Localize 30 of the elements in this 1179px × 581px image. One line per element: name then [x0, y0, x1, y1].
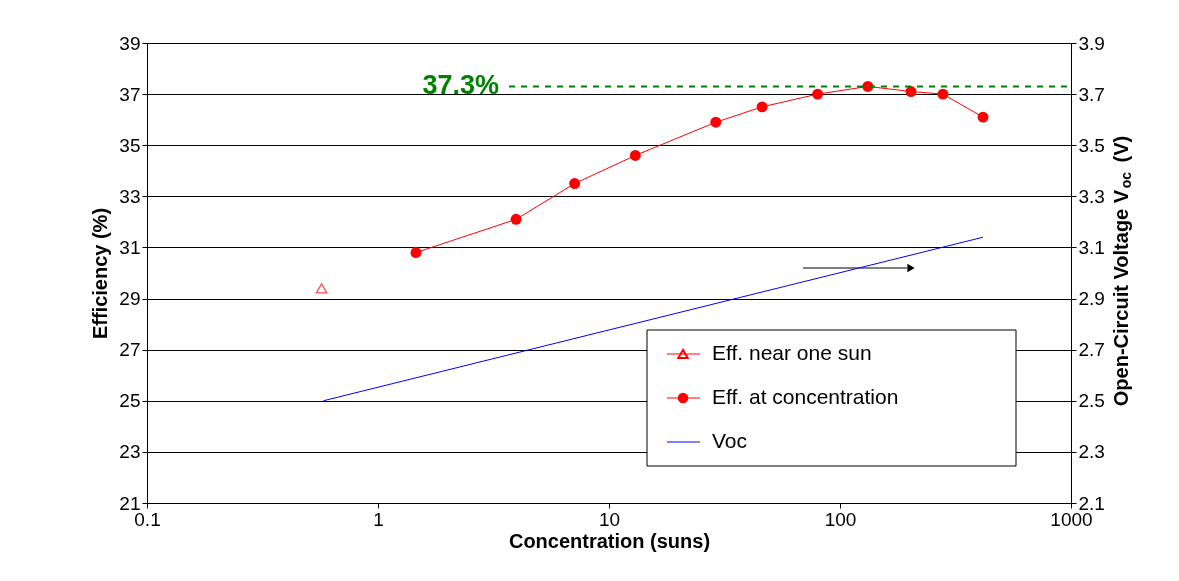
y2-axis-title: Open-Circuit Voltage Voc (V) [1110, 135, 1134, 407]
y2-tick-label: 3.9 [1078, 32, 1105, 54]
y2-tick-label: 2.9 [1078, 288, 1105, 310]
y-tick-label: 39 [119, 32, 141, 54]
y-tick-label: 29 [119, 288, 141, 310]
y-tick-label: 33 [119, 185, 141, 207]
y2-tick-label: 2.5 [1078, 390, 1105, 412]
y-tick-label: 23 [119, 441, 141, 463]
y-tick-label: 35 [119, 134, 141, 156]
y-tick-label: 31 [119, 236, 141, 258]
y-axis-title: Efficiency (%) [89, 207, 112, 340]
y2-tick-label: 3.1 [1078, 236, 1105, 258]
x-tick-label: 10 [598, 508, 621, 530]
y2-tick-label: 2.7 [1078, 339, 1105, 361]
legend-label: Eff. near one sun [712, 341, 872, 364]
y-tick-label: 25 [119, 390, 141, 412]
y2-tick-label: 3.7 [1078, 83, 1105, 105]
x-tick-label: 100 [824, 508, 857, 530]
y2-tick-label: 3.5 [1078, 134, 1105, 156]
ref-line-label: 37.3% [422, 70, 499, 101]
x-tick-label: 1 [373, 508, 384, 530]
legend-label: Eff. at concentration [712, 385, 899, 408]
y2-tick-label: 2.3 [1078, 441, 1105, 463]
x-axis-title: Concentration (suns) [508, 529, 711, 552]
y-tick-label: 37 [119, 83, 141, 105]
legend-label: Voc [712, 429, 748, 452]
y2-tick-label: 3.3 [1078, 185, 1105, 207]
y-tick-label: 21 [119, 492, 141, 514]
y-tick-label: 27 [119, 339, 141, 361]
y2-tick-label: 2.1 [1078, 492, 1105, 514]
